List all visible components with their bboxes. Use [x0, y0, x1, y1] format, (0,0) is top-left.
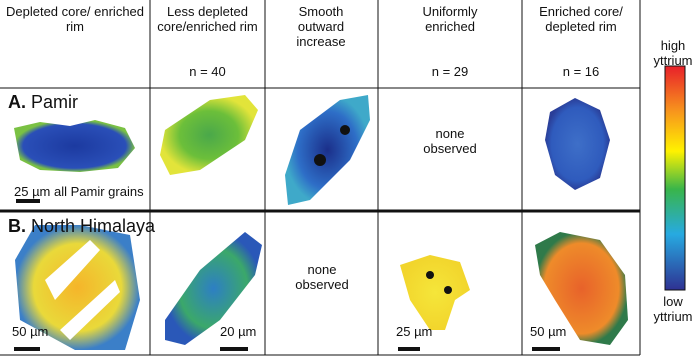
legend-low: low yttrium — [648, 294, 698, 324]
empty-cell-note: none observed — [282, 262, 362, 292]
row-name: North Himalaya — [31, 216, 155, 236]
column-header: Less depleted core/enriched rim — [155, 4, 260, 34]
row-name: Pamir — [31, 92, 78, 112]
figure: Depleted core/ enriched rim Less deplete… — [0, 0, 698, 363]
empty-cell-note: none observed — [410, 126, 490, 156]
row-heading: B. North Himalaya — [8, 216, 155, 237]
scale-label: 25 µm — [396, 324, 432, 339]
column-count: n = 40 — [155, 64, 260, 79]
scale-label: 50 µm — [12, 324, 48, 339]
column-count: n = 29 — [390, 64, 510, 79]
scale-label: 20 µm — [220, 324, 256, 339]
scale-label: 50 µm — [530, 324, 566, 339]
column-count: n = 16 — [524, 64, 638, 79]
column-header: Enriched core/ depleted rim — [524, 4, 638, 34]
column-header: Depleted core/ enriched rim — [5, 4, 145, 34]
column-header: Uniformly enriched — [405, 4, 495, 34]
row-letter: A. — [8, 92, 26, 112]
row-heading: A. Pamir — [8, 92, 78, 113]
figure-graphics — [0, 0, 698, 363]
color-bar — [665, 66, 685, 290]
row-letter: B. — [8, 216, 26, 236]
column-header: Smooth outward increase — [285, 4, 357, 49]
scale-label: 25 µm all Pamir grains — [14, 184, 144, 199]
legend-high: high yttrium — [648, 38, 698, 68]
